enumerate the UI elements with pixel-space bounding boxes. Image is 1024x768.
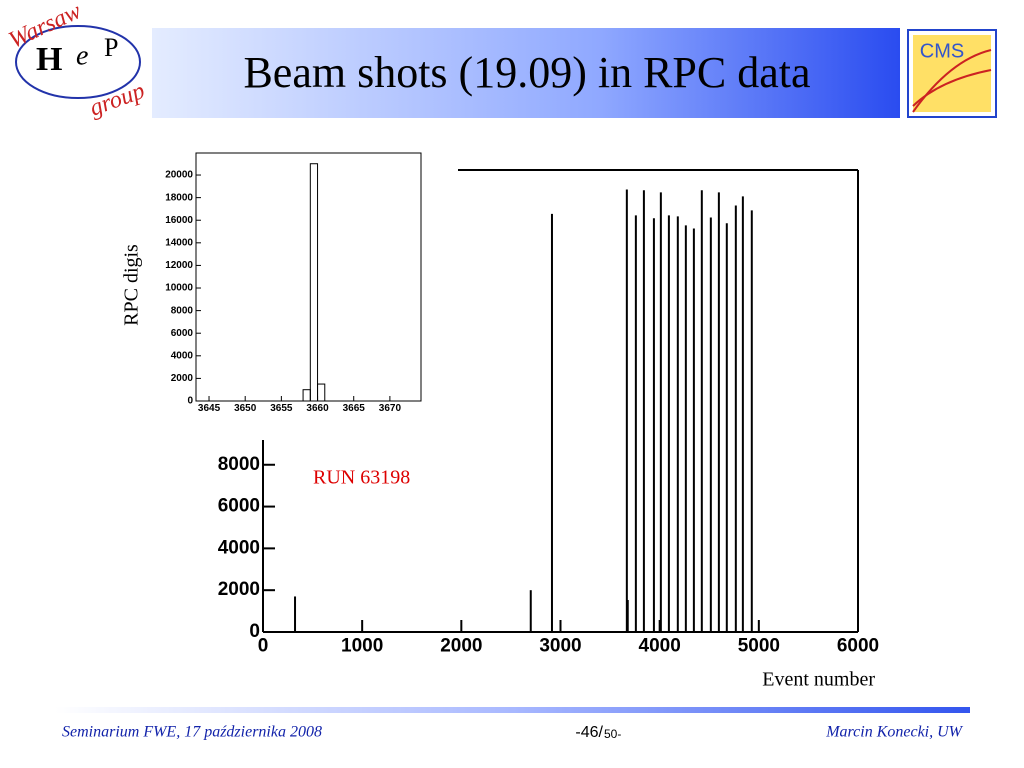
x-tick-label: 3660 [306,403,329,414]
logo-ring [15,25,141,99]
x-axis-label: Event number [762,669,875,691]
cms-track [912,49,992,113]
y-tick-label: 0 [187,396,193,407]
footer-right: Marcin Konecki, UW [825,724,963,741]
y-tick-label: 12000 [165,260,193,271]
x-tick-label: 1000 [341,635,383,656]
x-tick-label: 3650 [234,403,257,414]
logo-p: P [104,33,118,62]
x-tick-label: 5000 [738,635,780,656]
x-tick-label: 6000 [837,635,879,656]
y-tick-label: 10000 [165,283,193,294]
histogram-bar [309,163,319,402]
cms-logo: CMS [907,29,997,118]
y-tick-label: 4000 [218,537,260,558]
y-tick-label: 20000 [165,170,193,181]
inset-frame [195,152,422,402]
footer-line [55,707,970,713]
y-tick-label: 8000 [171,305,194,316]
y-tick-label: 16000 [165,215,193,226]
y-tick-label: 4000 [171,350,194,361]
logo-h: H [36,41,62,78]
cms-text: CMS [920,40,964,62]
title-band [152,28,900,118]
y-tick-label: 8000 [218,454,260,475]
y-tick-label: 2000 [218,579,260,600]
x-tick-label: 2000 [440,635,482,656]
histogram-bar [317,383,326,402]
footer-left: Seminarium FWE, 17 października 2008 [62,724,322,741]
x-tick-label: 3645 [198,403,221,414]
y-tick-label: 6000 [171,328,194,339]
y-tick-label: 0 [249,621,260,642]
hep-logo: Warsaw H e P group [5,0,148,122]
footer-total: 50- [604,727,621,741]
y-tick-label: 14000 [165,237,193,248]
y-tick-label: 18000 [165,192,193,203]
y-axis-label: RPC digis [121,244,143,326]
x-tick-label: 3000 [539,635,581,656]
y-tick-label: 2000 [171,373,194,384]
x-tick-label: 3665 [343,403,366,414]
x-tick-label: 4000 [639,635,681,656]
y-tick-label: 6000 [218,496,260,517]
annotation: RUN 63198 [313,467,410,489]
charts: 0 1000 2000 3000 4000 5000 6000 0 2000 4000 6000 80… [121,140,879,691]
x-tick-label: 3655 [270,403,293,414]
x-tick-label: 0 [258,635,269,656]
logo-e: e [76,40,88,71]
slide-title: Beam shots (19.09) in RPC data [243,48,810,97]
x-tick-label: 3670 [379,403,402,414]
cms-track [912,69,992,107]
logo-bottom: group [86,78,148,122]
footer-page: -46/ [575,724,603,741]
